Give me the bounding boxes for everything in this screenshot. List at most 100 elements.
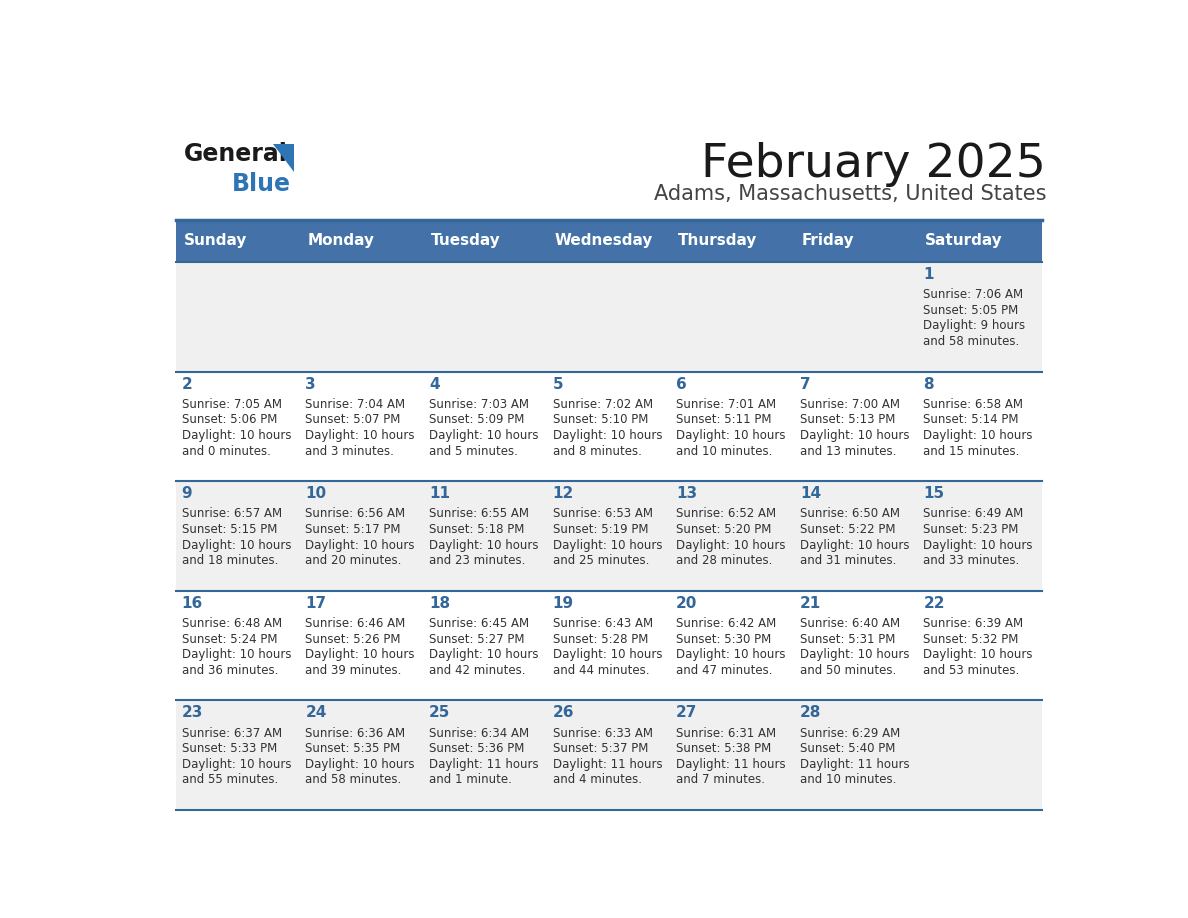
Text: Friday: Friday (802, 233, 854, 249)
Text: 21: 21 (800, 596, 821, 610)
Text: Sunset: 5:19 PM: Sunset: 5:19 PM (552, 523, 649, 536)
FancyBboxPatch shape (423, 219, 546, 263)
Text: 25: 25 (429, 705, 450, 721)
Text: and 50 minutes.: and 50 minutes. (800, 664, 896, 677)
Text: Daylight: 10 hours: Daylight: 10 hours (923, 539, 1034, 552)
Text: and 5 minutes.: and 5 minutes. (429, 444, 518, 457)
Text: Sunset: 5:17 PM: Sunset: 5:17 PM (305, 523, 400, 536)
Text: 14: 14 (800, 487, 821, 501)
Text: Daylight: 10 hours: Daylight: 10 hours (923, 648, 1034, 661)
Text: 26: 26 (552, 705, 574, 721)
Text: and 10 minutes.: and 10 minutes. (800, 773, 896, 786)
Text: Sunday: Sunday (183, 233, 247, 249)
Text: and 8 minutes.: and 8 minutes. (552, 444, 642, 457)
Text: Sunset: 5:06 PM: Sunset: 5:06 PM (182, 413, 277, 426)
Text: Daylight: 10 hours: Daylight: 10 hours (305, 539, 415, 552)
FancyBboxPatch shape (176, 219, 299, 263)
Text: Sunrise: 6:45 AM: Sunrise: 6:45 AM (429, 617, 529, 630)
FancyBboxPatch shape (918, 219, 1042, 263)
Text: Sunrise: 6:29 AM: Sunrise: 6:29 AM (800, 726, 901, 740)
Text: and 47 minutes.: and 47 minutes. (676, 664, 772, 677)
Text: Monday: Monday (308, 233, 374, 249)
FancyBboxPatch shape (671, 219, 795, 263)
FancyBboxPatch shape (299, 219, 423, 263)
Text: Sunrise: 6:58 AM: Sunrise: 6:58 AM (923, 397, 1024, 411)
FancyBboxPatch shape (546, 700, 671, 810)
Text: Sunset: 5:23 PM: Sunset: 5:23 PM (923, 523, 1019, 536)
Text: 6: 6 (676, 376, 687, 392)
Text: Daylight: 10 hours: Daylight: 10 hours (676, 429, 785, 442)
Text: and 15 minutes.: and 15 minutes. (923, 444, 1019, 457)
Text: Sunrise: 6:56 AM: Sunrise: 6:56 AM (305, 508, 405, 521)
FancyBboxPatch shape (918, 372, 1042, 481)
Text: 24: 24 (305, 705, 327, 721)
Text: Thursday: Thursday (678, 233, 758, 249)
Text: Sunrise: 6:43 AM: Sunrise: 6:43 AM (552, 617, 652, 630)
FancyBboxPatch shape (299, 481, 423, 591)
Text: Sunset: 5:11 PM: Sunset: 5:11 PM (676, 413, 772, 426)
Text: Sunset: 5:35 PM: Sunset: 5:35 PM (305, 742, 400, 756)
Text: Daylight: 10 hours: Daylight: 10 hours (305, 757, 415, 770)
FancyBboxPatch shape (546, 481, 671, 591)
FancyBboxPatch shape (176, 372, 299, 481)
Text: 20: 20 (676, 596, 697, 610)
Text: Daylight: 10 hours: Daylight: 10 hours (552, 429, 662, 442)
Text: Sunset: 5:37 PM: Sunset: 5:37 PM (552, 742, 647, 756)
Text: and 7 minutes.: and 7 minutes. (676, 773, 765, 786)
FancyBboxPatch shape (299, 700, 423, 810)
Text: 8: 8 (923, 376, 934, 392)
Text: 2: 2 (182, 376, 192, 392)
Text: Sunrise: 6:57 AM: Sunrise: 6:57 AM (182, 508, 282, 521)
Text: Daylight: 10 hours: Daylight: 10 hours (923, 429, 1034, 442)
Text: Sunset: 5:31 PM: Sunset: 5:31 PM (800, 633, 896, 645)
Text: Sunrise: 6:33 AM: Sunrise: 6:33 AM (552, 726, 652, 740)
Text: Adams, Massachusetts, United States: Adams, Massachusetts, United States (653, 185, 1047, 205)
Text: and 3 minutes.: and 3 minutes. (305, 444, 394, 457)
Text: and 58 minutes.: and 58 minutes. (305, 773, 402, 786)
FancyBboxPatch shape (423, 263, 546, 372)
FancyBboxPatch shape (918, 481, 1042, 591)
FancyBboxPatch shape (671, 591, 795, 700)
Text: Sunset: 5:15 PM: Sunset: 5:15 PM (182, 523, 277, 536)
FancyBboxPatch shape (423, 372, 546, 481)
Text: Sunset: 5:38 PM: Sunset: 5:38 PM (676, 742, 771, 756)
Text: 10: 10 (305, 487, 327, 501)
Text: 23: 23 (182, 705, 203, 721)
Text: and 55 minutes.: and 55 minutes. (182, 773, 278, 786)
Text: Sunset: 5:26 PM: Sunset: 5:26 PM (305, 633, 400, 645)
FancyBboxPatch shape (795, 263, 918, 372)
Text: Sunrise: 6:36 AM: Sunrise: 6:36 AM (305, 726, 405, 740)
Text: Sunrise: 6:48 AM: Sunrise: 6:48 AM (182, 617, 282, 630)
Text: Sunrise: 6:46 AM: Sunrise: 6:46 AM (305, 617, 405, 630)
Text: Sunset: 5:09 PM: Sunset: 5:09 PM (429, 413, 524, 426)
Text: and 20 minutes.: and 20 minutes. (305, 554, 402, 567)
Text: Sunrise: 6:50 AM: Sunrise: 6:50 AM (800, 508, 899, 521)
FancyBboxPatch shape (299, 263, 423, 372)
FancyBboxPatch shape (795, 481, 918, 591)
Text: Sunrise: 6:31 AM: Sunrise: 6:31 AM (676, 726, 776, 740)
Text: and 1 minute.: and 1 minute. (429, 773, 512, 786)
Text: Daylight: 10 hours: Daylight: 10 hours (800, 539, 909, 552)
Text: Sunset: 5:18 PM: Sunset: 5:18 PM (429, 523, 524, 536)
Text: Daylight: 10 hours: Daylight: 10 hours (429, 648, 538, 661)
Text: Tuesday: Tuesday (431, 233, 500, 249)
Text: Saturday: Saturday (925, 233, 1003, 249)
Text: and 44 minutes.: and 44 minutes. (552, 664, 649, 677)
Text: Sunset: 5:14 PM: Sunset: 5:14 PM (923, 413, 1019, 426)
FancyBboxPatch shape (546, 263, 671, 372)
Text: and 4 minutes.: and 4 minutes. (552, 773, 642, 786)
Text: 5: 5 (552, 376, 563, 392)
Text: Sunset: 5:30 PM: Sunset: 5:30 PM (676, 633, 771, 645)
Text: Sunset: 5:05 PM: Sunset: 5:05 PM (923, 304, 1019, 317)
FancyBboxPatch shape (671, 372, 795, 481)
Text: Sunset: 5:20 PM: Sunset: 5:20 PM (676, 523, 771, 536)
FancyBboxPatch shape (918, 263, 1042, 372)
FancyBboxPatch shape (176, 700, 299, 810)
Text: and 28 minutes.: and 28 minutes. (676, 554, 772, 567)
Text: Daylight: 10 hours: Daylight: 10 hours (182, 757, 291, 770)
Text: Sunset: 5:13 PM: Sunset: 5:13 PM (800, 413, 896, 426)
Polygon shape (273, 144, 293, 173)
Text: Daylight: 10 hours: Daylight: 10 hours (429, 539, 538, 552)
FancyBboxPatch shape (176, 481, 299, 591)
FancyBboxPatch shape (546, 372, 671, 481)
